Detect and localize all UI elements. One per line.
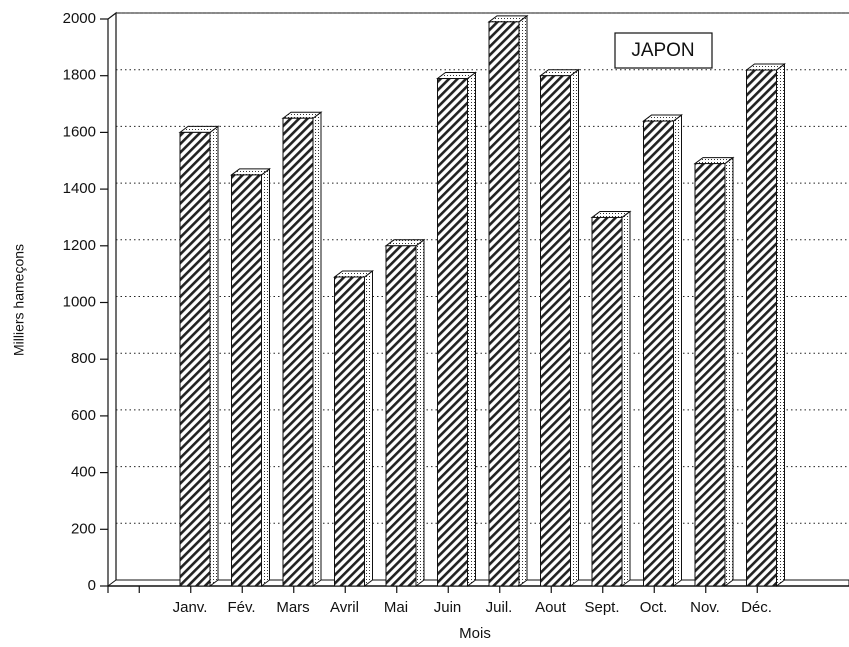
x-tick-label: Déc. — [741, 599, 772, 616]
bar — [334, 276, 365, 587]
x-tick-label: Janv. — [173, 599, 208, 616]
bar — [179, 131, 211, 587]
x-tick-label: Avril — [330, 599, 359, 616]
bar — [282, 117, 314, 587]
x-tick-label: Mai — [384, 599, 408, 616]
bar — [746, 69, 777, 587]
x-tick-label: Juil. — [486, 599, 513, 616]
bar-side — [261, 167, 270, 587]
x-tick-label: Oct. — [640, 599, 668, 616]
x-axis-label: Mois — [459, 625, 491, 642]
bar-side — [776, 63, 785, 587]
bar — [643, 120, 674, 587]
bar-side — [364, 269, 373, 587]
y-tick-label: 600 — [71, 407, 96, 424]
bar — [437, 78, 468, 587]
y-tick-label: 400 — [71, 464, 96, 481]
bar-side — [673, 114, 682, 587]
legend-box — [614, 32, 713, 69]
y-tick-label: 0 — [88, 577, 96, 594]
x-tick-label: Mars — [276, 599, 309, 616]
x-tick-label: Nov. — [690, 599, 720, 616]
y-tick-label: 2000 — [63, 10, 96, 27]
bar-side — [467, 71, 476, 587]
bar-side — [209, 125, 219, 587]
bar — [488, 21, 520, 587]
y-tick-label: 1800 — [63, 67, 96, 84]
floor — [106, 579, 849, 587]
y-tick-label: 1000 — [63, 293, 96, 310]
x-tick-label: Sept. — [584, 599, 619, 616]
back-wall — [107, 11, 117, 586]
bar-side — [415, 238, 425, 587]
bar-side — [724, 156, 734, 587]
axes — [106, 11, 849, 587]
y-tick-label: 1600 — [63, 123, 96, 140]
y-tick-label: 200 — [71, 520, 96, 537]
y-tick-label: 800 — [71, 350, 96, 367]
x-tick-label: Aout — [535, 599, 567, 616]
y-axis-label: Milliers hameçons — [11, 244, 27, 356]
legend-label: JAPON — [631, 40, 694, 61]
bar-side — [518, 14, 528, 587]
bar — [231, 174, 262, 587]
bar — [694, 163, 726, 587]
x-tick-label: Fév. — [227, 599, 255, 616]
y-tick-label: 1200 — [63, 237, 96, 254]
bar — [591, 216, 623, 587]
bar — [540, 75, 571, 587]
x-tick-label: Juin — [434, 599, 462, 616]
bar-side — [312, 111, 322, 587]
bar-side — [570, 68, 579, 587]
bar — [385, 245, 417, 587]
bar-side — [621, 210, 631, 587]
y-tick-label: 1400 — [63, 180, 96, 197]
